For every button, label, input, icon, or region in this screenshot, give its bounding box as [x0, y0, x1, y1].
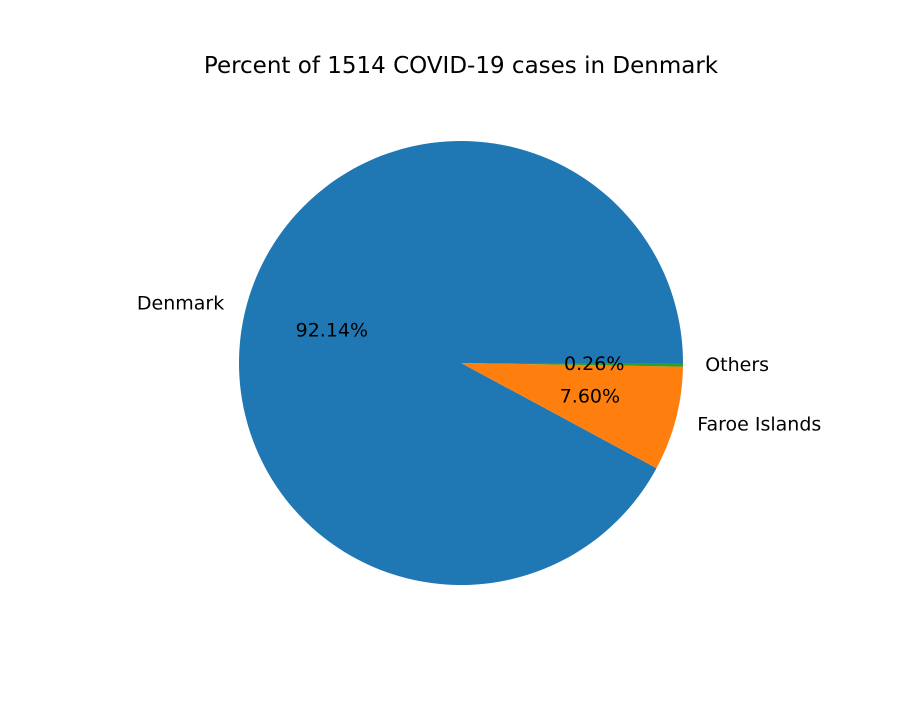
pie-slice-others	[461, 363, 683, 367]
pie-labels: Denmark 92.14% Faroe Islands 7.60% Others 0.2…	[137, 292, 821, 435]
percent-label-denmark: 92.14%	[296, 319, 368, 341]
chart-title: Percent of 1514 COVID-19 cases in Denmar…	[204, 53, 719, 79]
percent-label-faroe-islands: 7.60%	[560, 386, 620, 408]
pie-slice-faroe-islands	[461, 363, 683, 469]
category-label-others: Others	[705, 354, 769, 376]
category-label-denmark: Denmark	[137, 292, 224, 314]
category-label-faroe-islands: Faroe Islands	[697, 414, 821, 436]
percent-label-others: 0.26%	[564, 353, 624, 375]
pie-slices	[239, 141, 683, 585]
